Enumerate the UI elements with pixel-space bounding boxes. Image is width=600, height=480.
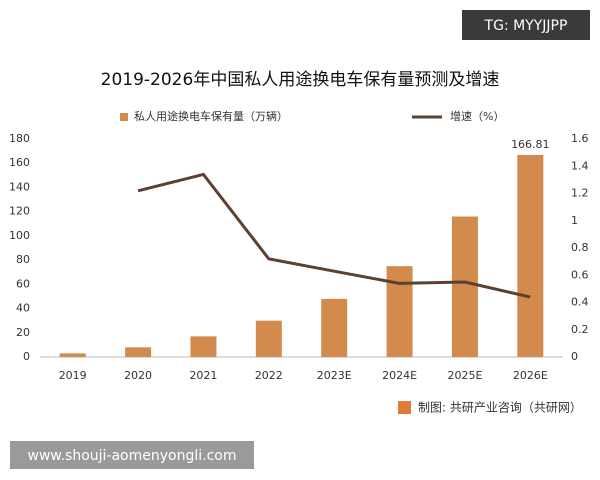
watermark: TG: MYYJJPP	[484, 18, 568, 34]
y-tick-label: 120	[9, 205, 30, 218]
bar	[517, 154, 544, 357]
chart-title: 2019-2026年中国私人用途换电车保有量预测及增速	[101, 70, 500, 90]
y2-tick-label: 0.6	[571, 268, 589, 281]
y-tick-label: 0	[23, 350, 30, 363]
y2-tick-label: 1.2	[571, 187, 589, 200]
y-tick-label: 160	[9, 156, 30, 169]
x-tick-label: 2020	[124, 369, 152, 382]
line	[137, 172, 531, 299]
y2-tick-label: 0.2	[571, 323, 589, 336]
x-tick-label: 2024E	[382, 369, 417, 382]
legend-label: 私人用途换电车保有量（万辆）	[134, 109, 288, 123]
source-logo	[398, 401, 411, 414]
x-tick-label: 2022	[255, 369, 283, 382]
y2-tick-label: 0.4	[571, 296, 589, 309]
bar	[451, 216, 478, 357]
bar	[386, 266, 413, 357]
y2-tick-label: 1.4	[571, 159, 589, 172]
y-tick-label: 60	[16, 277, 30, 290]
footer-box	[10, 441, 254, 469]
x-tick-label: 2019	[59, 369, 87, 382]
x-tick-label: 2025E	[447, 369, 482, 382]
y2-tick-label: 1	[571, 214, 578, 227]
bar	[321, 298, 348, 357]
bar	[255, 320, 282, 357]
bar	[125, 347, 152, 357]
legend-swatch	[120, 113, 128, 121]
x-tick-label: 2021	[189, 369, 217, 382]
x-tick-label: 2023E	[317, 369, 352, 382]
watermark-box	[462, 10, 590, 40]
bar	[59, 353, 86, 357]
y-tick-label: 20	[16, 326, 30, 339]
y2-tick-label: 1.6	[571, 132, 589, 145]
y-tick-label: 40	[16, 302, 30, 315]
legend-label: 增速（%）	[450, 109, 504, 123]
x-tick-label: 2026E	[513, 369, 548, 382]
y-tick-label: 180	[9, 132, 30, 145]
y2-tick-label: 0.8	[571, 241, 589, 254]
bar	[190, 336, 217, 357]
y-tick-label: 100	[9, 229, 30, 242]
value-label: 166.81	[511, 138, 550, 151]
y2-tick-label: 0	[571, 350, 578, 363]
footer-url: www.shouji-aomenyongli.com	[28, 448, 237, 464]
y-tick-label: 140	[9, 180, 30, 193]
y-tick-label: 80	[16, 253, 30, 266]
source: 制图: 共研产业咨询（共研网）	[418, 400, 582, 415]
